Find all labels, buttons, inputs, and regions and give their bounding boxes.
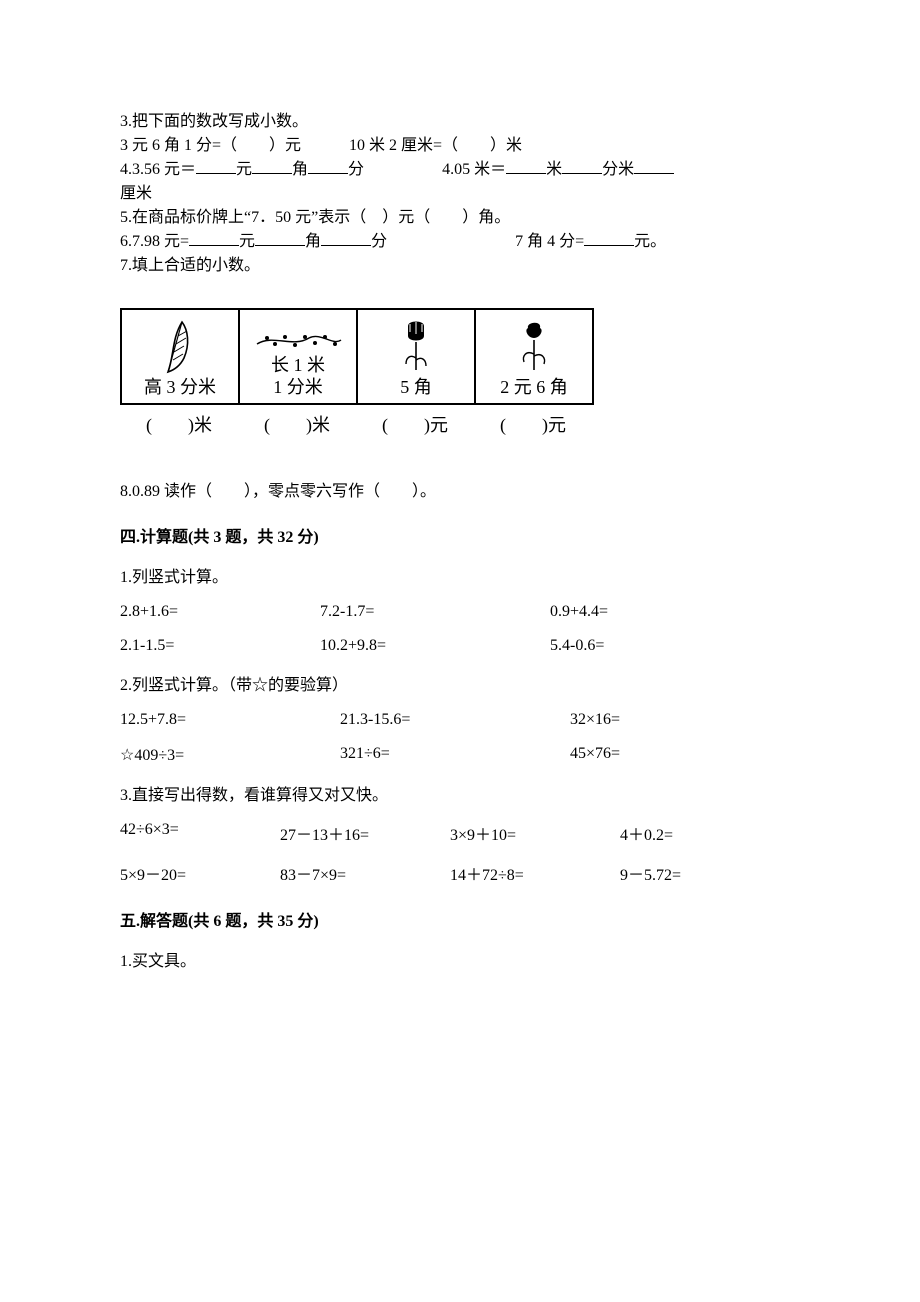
fig4-cap: ( )元 — [474, 411, 592, 437]
fig2-l2: 1 分米 — [244, 376, 352, 399]
blank — [255, 230, 305, 246]
sec4-row4: ☆409÷3= 321÷6= 45×76= — [120, 745, 800, 765]
sec4-p3: 3.直接写出得数，看谁算得又对又快。 — [120, 781, 800, 805]
eq: 321÷6= — [340, 745, 570, 765]
eq: 9－5.72= — [620, 861, 740, 885]
eq: 3×9＋10= — [450, 821, 620, 845]
blank — [196, 158, 236, 174]
blank — [634, 158, 674, 174]
eq: 0.9+4.4= — [550, 603, 710, 621]
eq: 5×9－20= — [120, 861, 280, 885]
q4-u1: 元 — [236, 161, 252, 178]
q4-mid: 4.05 米＝ — [442, 161, 506, 178]
q4-u5: 分米 — [602, 161, 634, 178]
branch-icon — [253, 324, 343, 354]
q6-u3: 分 — [371, 233, 387, 250]
q4-tail: 厘米 — [120, 182, 800, 206]
sec5-p1: 1.买文具。 — [120, 947, 800, 971]
feather-icon — [156, 316, 204, 376]
fig-cell-3: 5 角 — [357, 309, 475, 404]
fig-cell-2: 长 1 米 1 分米 — [239, 309, 357, 404]
eq: 4＋0.2= — [620, 821, 740, 845]
q6-u2: 角 — [305, 233, 321, 250]
q6-pre: 6.7.98 元= — [120, 233, 189, 250]
blank — [562, 158, 602, 174]
sec4-row6: 5×9－20= 83－7×9= 14＋72÷8= 9－5.72= — [120, 861, 800, 885]
eq: 42÷6×3= — [120, 821, 280, 845]
sec4-row5: 42÷6×3= 27－13＋16= 3×9＋10= 4＋0.2= — [120, 821, 800, 845]
eq: 21.3-15.6= — [340, 711, 570, 729]
blank — [584, 230, 634, 246]
blank — [189, 230, 239, 246]
sec4-title: 四.计算题(共 3 题，共 32 分) — [120, 523, 800, 547]
q6-line: 6.7.98 元= 元 角 分 7 角 4 分= 元。 — [120, 230, 800, 254]
eq: ☆409÷3= — [120, 745, 340, 765]
fig1-cap: ( )米 — [120, 411, 238, 437]
blank — [252, 158, 292, 174]
sec4-row1: 2.8+1.6= 7.2-1.7= 0.9+4.4= — [120, 603, 800, 621]
eq: 83－7×9= — [280, 861, 450, 885]
eq: 45×76= — [570, 745, 730, 765]
sec4-p2: 2.列竖式计算。（带☆的要验算） — [120, 671, 800, 695]
fig3-cap: ( )元 — [356, 411, 474, 437]
eq: 14＋72÷8= — [450, 861, 620, 885]
fig3-l2: 5 角 — [362, 376, 470, 399]
q3-item1-left: 3 元 6 角 1 分=（ ）元 — [120, 137, 301, 154]
fig2-cap: ( )米 — [238, 411, 356, 437]
eq: 32×16= — [570, 711, 730, 729]
q3-prompt: 3.把下面的数改写成小数。 — [120, 110, 800, 134]
blank — [308, 158, 348, 174]
q6-mid: 7 角 4 分= — [515, 233, 584, 250]
fig-cell-1: 高 3 分米 — [121, 309, 239, 404]
sec4-p1: 1.列竖式计算。 — [120, 563, 800, 587]
sec4-row3: 12.5+7.8= 21.3-15.6= 32×16= — [120, 711, 800, 729]
eq: 10.2+9.8= — [320, 637, 550, 655]
eq: 2.1-1.5= — [120, 637, 320, 655]
eq: 27－13＋16= — [280, 821, 450, 845]
q4-u3: 分 — [348, 161, 364, 178]
q3-items-line1: 3 元 6 角 1 分=（ ）元 10 米 2 厘米=（ ）米 — [120, 134, 800, 158]
q3-item1-right: 10 米 2 厘米=（ ）米 — [349, 137, 522, 154]
q4-u4: 米 — [546, 161, 562, 178]
q8-text: 8.0.89 读作（ ），零点零六写作（ ）。 — [120, 477, 800, 501]
fig-cell-4: 2 元 6 角 — [475, 309, 593, 404]
eq: 7.2-1.7= — [320, 603, 550, 621]
q7-prompt: 7.填上合适的小数。 — [120, 254, 800, 278]
q4-u2: 角 — [292, 161, 308, 178]
fig-table: 高 3 分米 长 1 米 1 分米 — [120, 308, 594, 405]
eq: 5.4-0.6= — [550, 637, 710, 655]
fig4-l2: 2 元 6 角 — [480, 376, 588, 399]
tulip-icon — [396, 316, 436, 376]
sec5-title: 五.解答题(共 6 题，共 35 分) — [120, 907, 800, 931]
rose-icon — [514, 316, 554, 376]
q6-tail: 元。 — [634, 233, 666, 250]
q4-pre: 4.3.56 元＝ — [120, 161, 196, 178]
sec4-row2: 2.1-1.5= 10.2+9.8= 5.4-0.6= — [120, 637, 800, 655]
q4-line: 4.3.56 元＝ 元 角 分 4.05 米＝ 米 分米 — [120, 158, 800, 182]
page-root: 3.把下面的数改写成小数。 3 元 6 角 1 分=（ ）元 10 米 2 厘米… — [0, 0, 920, 1302]
fig1-l2: 高 3 分米 — [126, 376, 234, 399]
blank — [506, 158, 546, 174]
q5-text: 5.在商品标价牌上“7．50 元”表示（ ）元（ ）角。 — [120, 206, 800, 230]
fig-wrap: 高 3 分米 长 1 米 1 分米 — [120, 308, 800, 437]
blank — [321, 230, 371, 246]
eq: 2.8+1.6= — [120, 603, 320, 621]
q6-u1: 元 — [239, 233, 255, 250]
fig-caption-row: ( )米 ( )米 ( )元 ( )元 — [120, 411, 800, 437]
eq: 12.5+7.8= — [120, 711, 340, 729]
fig2-l1: 长 1 米 — [244, 354, 352, 377]
